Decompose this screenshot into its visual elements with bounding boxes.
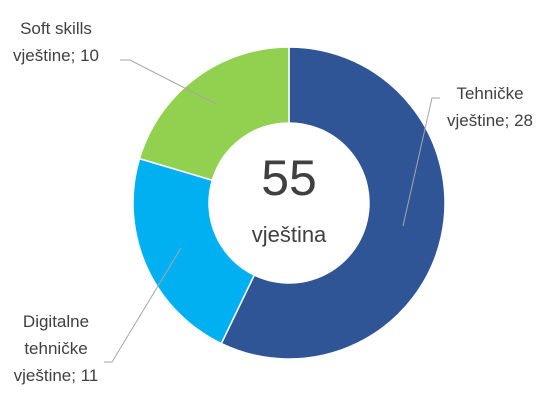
donut-slice	[220, 46, 446, 360]
data-label: Soft skills vještine; 10	[13, 19, 99, 65]
data-label: Tehničke vještine; 28	[447, 84, 533, 130]
leader-line	[402, 97, 440, 227]
leader-line	[120, 59, 217, 105]
donut-slice	[132, 157, 256, 345]
donut-slice	[138, 46, 290, 182]
center-label: vještina	[252, 222, 327, 247]
leader-line	[104, 247, 182, 363]
data-label: Digitalne tehničke vještine; 11	[13, 312, 99, 385]
center-value: 55	[261, 150, 317, 206]
